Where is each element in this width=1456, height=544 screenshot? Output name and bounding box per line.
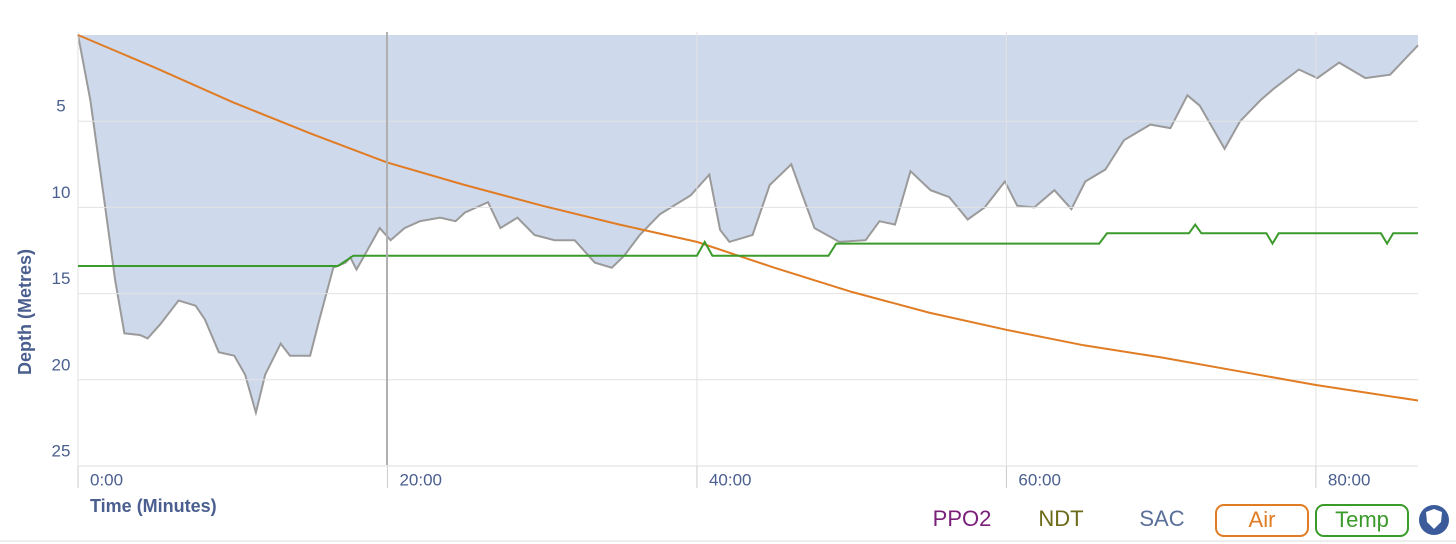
y-tick-label: 10 [52,183,71,202]
depth-area [78,35,1418,413]
y-tick-label: 25 [52,441,71,460]
shield-icon [1426,509,1442,529]
x-tick-label: 0:00 [90,470,123,489]
x-tick-label: 80:00 [1328,470,1371,489]
legend-box[interactable] [1215,504,1309,537]
y-axis-title: Depth (Metres) [15,249,35,375]
legend-entry[interactable]: Air [1249,507,1276,532]
plot [77,32,1419,488]
legend-box[interactable] [1315,504,1409,537]
x-tick-label: 40:00 [709,470,752,489]
legend-toggle[interactable]: PPO2 [933,506,992,531]
legend-toggle[interactable]: SAC [1139,506,1184,531]
legend-toggle[interactable]: NDT [1038,506,1083,531]
y-tick-label: 15 [52,269,71,288]
x-tick-label: 20:00 [399,470,442,489]
depth-line [77,34,1419,417]
legend: PPO2 NDT SAC Air Temp [933,504,1449,537]
y-tick-label: 20 [52,355,71,374]
series-line [78,222,1418,267]
legend-entry[interactable]: Temp [1335,507,1389,532]
x-tick-label: 60:00 [1018,470,1061,489]
x-axis-title: Time (Minutes) [90,496,217,516]
y-tick-label: 5 [56,97,65,116]
